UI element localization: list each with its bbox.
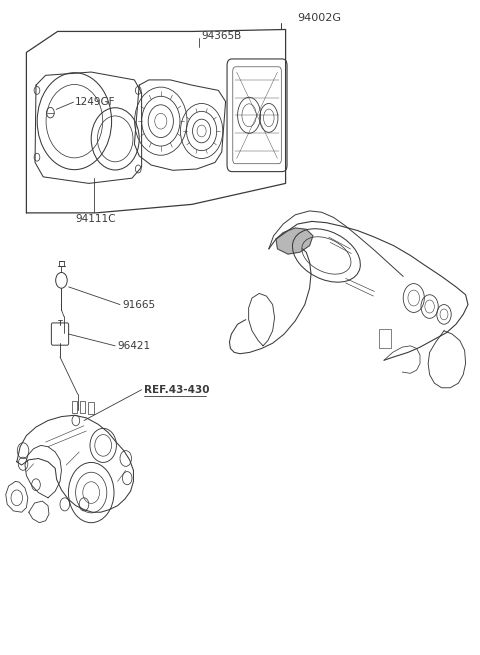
Polygon shape (276, 228, 313, 254)
Bar (72, 401, 77, 413)
Text: 96421: 96421 (118, 341, 151, 351)
Text: 94111C: 94111C (76, 214, 116, 223)
Text: 91665: 91665 (122, 299, 156, 310)
Bar (379, 329, 391, 348)
Text: 94002G: 94002G (298, 13, 342, 23)
Bar (80, 401, 85, 413)
Bar (88, 402, 94, 414)
Text: REF.43-430: REF.43-430 (144, 384, 209, 395)
Text: 1249GF: 1249GF (74, 96, 115, 107)
Text: 94365B: 94365B (202, 31, 242, 41)
